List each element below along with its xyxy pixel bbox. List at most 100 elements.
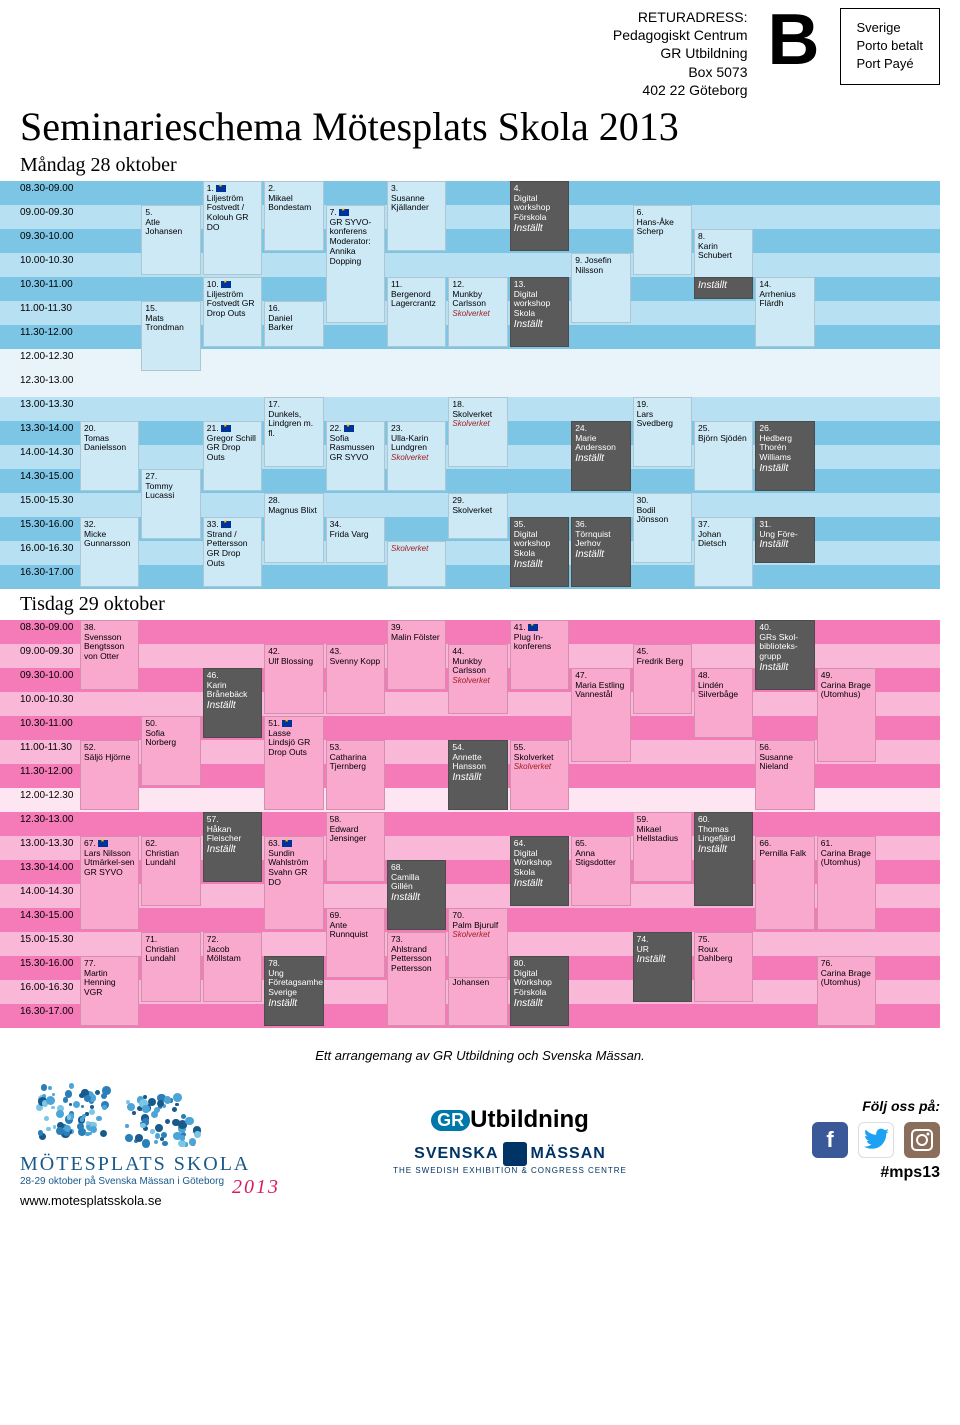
session-cell: 45.Fredrik Berg	[633, 644, 692, 714]
session-cell: 37.Johan Dietsch	[694, 517, 753, 587]
eu-flag-icon	[221, 425, 231, 432]
session-cell: 50.Sofia Norberg	[141, 716, 200, 786]
mps-title: MÖTESPLATS SKOLA	[20, 1153, 250, 1175]
eu-flag-icon	[98, 840, 108, 847]
postage-line: Porto betalt	[857, 37, 924, 55]
session-cell: 35.Digital workshop SkolaInställt	[510, 517, 569, 587]
time-label: 10.30-11.00	[20, 716, 73, 740]
session-cell: 47.Maria Estling Vannestål	[571, 668, 630, 762]
session-cell: 58.Edward Jensinger	[326, 812, 385, 882]
footer: Ett arrangemang av GR Utbildning och Sve…	[0, 1028, 960, 1228]
session-cell: 6.Hans-Åke Scherp	[633, 205, 692, 275]
session-cell: 18.SkolverketSkolverket	[448, 397, 507, 467]
facebook-icon[interactable]: f	[812, 1122, 848, 1158]
session-cell: 4.Digital workshop FörskolaInställt	[510, 181, 569, 251]
session-cell: 46.Karin BrånebäckInställt	[203, 668, 262, 738]
session-cell: 30.Bodil Jönsson	[633, 493, 692, 563]
time-label: 11.00-11.30	[20, 740, 72, 764]
time-label: 16.00-16.30	[20, 541, 73, 565]
time-label: 08.30-09.00	[20, 181, 73, 205]
session-cell: 7. GR SYVO-konferens Moderator: Annika D…	[326, 205, 385, 323]
session-cell: 42.Ulf Blossing	[264, 644, 323, 714]
gr-text: Utbildning	[470, 1106, 589, 1133]
eu-flag-icon	[216, 185, 226, 192]
eu-flag-icon	[282, 720, 292, 727]
time-label: 15.30-16.00	[20, 956, 73, 980]
session-cell: 80.Digital Workshop FörskolaInställt	[510, 956, 569, 1026]
time-label: 12.30-13.00	[20, 373, 73, 397]
gr-badge: GR	[431, 1110, 470, 1131]
svenska-massan-logo: SVENSKAMÄSSAN THE SWEDISH EXHIBITION & C…	[393, 1142, 627, 1175]
session-cell: 20.Tomas Danielsson	[80, 421, 139, 491]
session-cell: 59.Mikael Hellstadius	[633, 812, 692, 882]
day-heading: Måndag 28 oktober	[0, 150, 960, 181]
time-label: 11.30-12.00	[20, 325, 73, 349]
time-label: 16.30-17.00	[20, 565, 73, 589]
time-label: 12.30-13.00	[20, 812, 73, 836]
instagram-icon[interactable]	[904, 1122, 940, 1158]
time-label: 14.30-15.00	[20, 908, 73, 932]
session-cell: 52.Säljö Hjörne	[80, 740, 139, 810]
eu-flag-icon	[221, 281, 231, 288]
sm-sub: THE SWEDISH EXHIBITION & CONGRESS CENTRE	[393, 1166, 627, 1175]
day-heading: Tisdag 29 oktober	[0, 589, 960, 620]
time-label: 09.00-09.30	[20, 644, 73, 668]
postage-box: Sverige Porto betalt Port Payé	[840, 8, 941, 85]
postage-line: Sverige	[857, 19, 924, 37]
twitter-icon[interactable]	[858, 1122, 894, 1158]
session-cell: 31.Ung Före-Inställt	[755, 517, 814, 563]
return-line: Pedagogiskt Centrum	[20, 26, 748, 44]
session-cell: 74.URInställt	[633, 932, 692, 1002]
time-label: 13.00-13.30	[20, 836, 73, 860]
session-cell: 16.Daniel Barker	[264, 301, 323, 347]
time-label: 13.00-13.30	[20, 397, 73, 421]
session-cell: 65.Anna Stigsdotter	[571, 836, 630, 906]
session-cell: 29.Skolverket	[448, 493, 507, 539]
session-cell: 66.Pernilla Falk	[755, 836, 814, 930]
session-cell: 63. Sundin Wahlström Svahn GR DO	[264, 836, 323, 930]
time-label: 11.00-11.30	[20, 301, 72, 325]
time-label: 12.00-12.30	[20, 349, 73, 373]
session-cell: 56.Susanne Nieland	[755, 740, 814, 810]
session-cell: 44.Munkby CarlssonSkolverket	[448, 644, 507, 714]
session-cell: 11.Bergenord Lagercrantz	[387, 277, 446, 347]
session-cell: 73.Ahlstrand Pettersson Pettersson	[387, 932, 446, 1026]
page-title: Seminarieschema Mötesplats Skola 2013	[0, 103, 960, 150]
eu-flag-icon	[282, 840, 292, 847]
session-cell: 62.Christian Lundahl	[141, 836, 200, 906]
session-cell: 70.Palm BjurulfSkolverket	[448, 908, 507, 978]
return-address: RETURADRESS: Pedagogiskt Centrum GR Utbi…	[20, 8, 748, 99]
time-label: 09.30-10.00	[20, 668, 73, 692]
header: RETURADRESS: Pedagogiskt Centrum GR Utbi…	[0, 0, 960, 103]
session-cell: 77.Martin Henning VGR	[80, 956, 139, 1026]
session-cell: 21. Gregor Schill GR Drop Outs	[203, 421, 262, 491]
session-cell: 26.Hedberg Thorén WilliamsInställt	[755, 421, 814, 491]
time-label: 10.30-11.00	[20, 277, 73, 301]
session-cell: 43.Svenny Kopp	[326, 644, 385, 714]
session-cell: 78.Ung Företagsamhet SverigeInställt	[264, 956, 323, 1026]
session-cell: 57.Håkan FleischerInställt	[203, 812, 262, 882]
session-cell: 27.Tommy Lucassi	[141, 469, 200, 539]
time-label: 13.30-14.00	[20, 421, 73, 445]
session-cell: 68.Camilla GillénInställt	[387, 860, 446, 930]
return-line: 402 22 Göteborg	[20, 81, 748, 99]
session-cell: 76.Carina Brage (Utomhus)	[817, 956, 876, 1026]
session-cell: 61.Carina Brage (Utomhus)	[817, 836, 876, 930]
eu-flag-icon	[221, 521, 231, 528]
session-cell: Skolverket	[387, 541, 446, 587]
session-cell: 40.GRs Skol-biblioteks-gruppInställt	[755, 620, 814, 690]
session-cell: 64.Digital Workshop SkolaInställt	[510, 836, 569, 906]
session-cell: 60.Thomas LingefjärdInställt	[694, 812, 753, 906]
session-cell: 1. Liljeström Fostvedt / Kolouh GR DO	[203, 181, 262, 275]
session-cell: 5.Atle Johansen	[141, 205, 200, 275]
time-label: 12.00-12.30	[20, 788, 73, 812]
eu-flag-icon	[339, 209, 349, 216]
mps-year: 2013	[232, 1176, 280, 1199]
session-cell: 22. Sofia Rasmussen GR SYVO	[326, 421, 385, 491]
session-cell: 34.Frida Varg	[326, 517, 385, 563]
session-cell: 17.Dunkels, Lindgren m. fl.	[264, 397, 323, 467]
session-cell: 67. Lars Nilsson Utmärkel-sen GR SYVO	[80, 836, 139, 930]
session-cell: 48.Lindén Silverbåge	[694, 668, 753, 738]
session-cell: 24.Marie AnderssonInställt	[571, 421, 630, 491]
session-cell: 53.Catharina Tjernberg	[326, 740, 385, 810]
